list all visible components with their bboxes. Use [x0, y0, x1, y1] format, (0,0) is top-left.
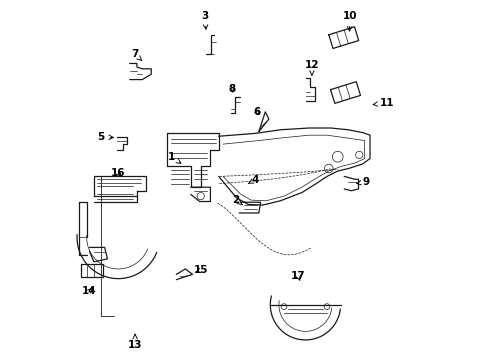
- Text: 4: 4: [248, 175, 259, 185]
- Text: 1: 1: [167, 152, 181, 163]
- Text: 5: 5: [97, 132, 113, 142]
- Text: 14: 14: [82, 286, 97, 296]
- Text: 11: 11: [372, 98, 394, 108]
- Text: 3: 3: [201, 11, 208, 29]
- Text: 15: 15: [193, 265, 207, 275]
- Text: 13: 13: [128, 334, 142, 350]
- Text: 6: 6: [253, 107, 260, 117]
- Text: 2: 2: [231, 195, 242, 205]
- Text: 7: 7: [131, 49, 142, 60]
- Text: 10: 10: [343, 11, 357, 31]
- Text: 16: 16: [111, 168, 125, 178]
- Text: 17: 17: [290, 271, 305, 281]
- Text: 8: 8: [228, 84, 235, 94]
- Text: 12: 12: [304, 59, 319, 75]
- Text: 9: 9: [356, 177, 369, 187]
